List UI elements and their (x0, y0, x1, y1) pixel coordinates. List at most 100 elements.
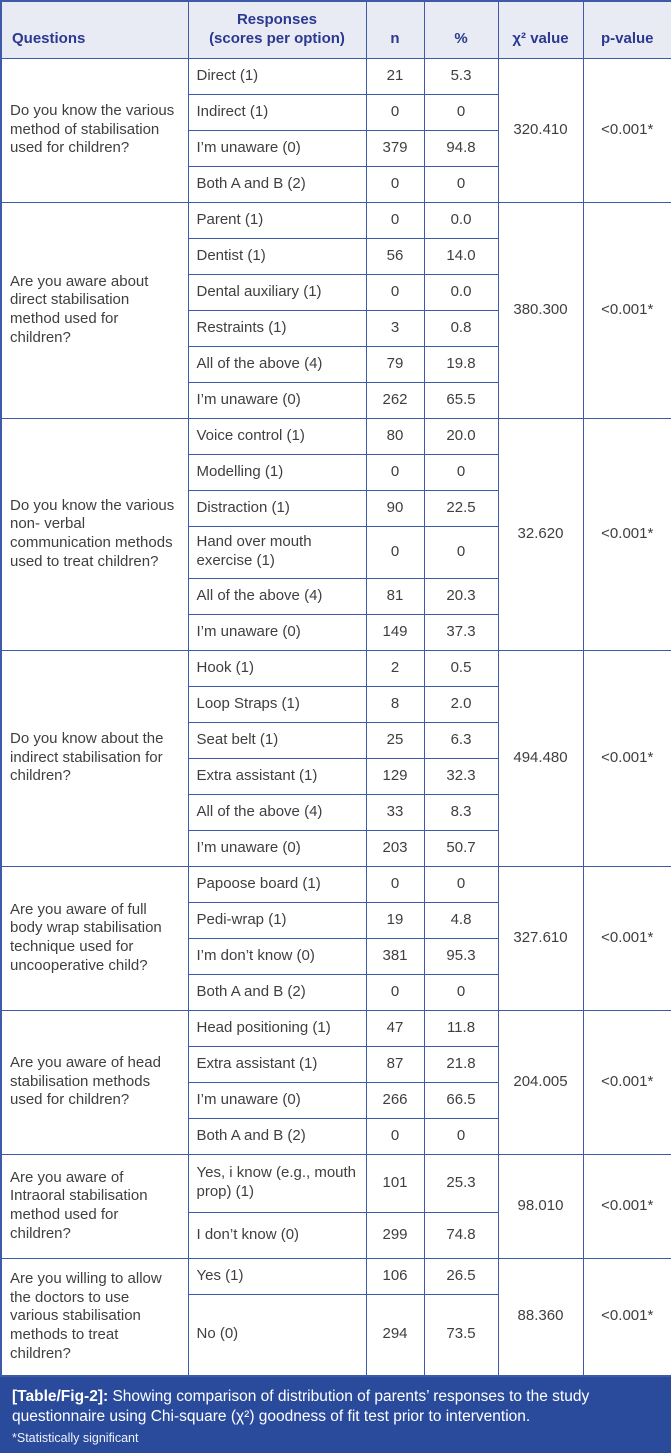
percent-cell: 0.0 (423, 273, 499, 311)
results-table: Questions Responses (scores per option) … (0, 0, 671, 1377)
caption-label: [Table/Fig-2]: (12, 1388, 109, 1405)
p-value-cell: <0.001* (582, 1009, 671, 1155)
percent-cell: 11.8 (423, 1009, 499, 1047)
n-cell: 0 (365, 1117, 425, 1155)
n-cell: 266 (365, 1081, 425, 1119)
chi-square-cell: 204.005 (497, 1009, 584, 1155)
response-cell: Yes, i know (e.g., mouth prop) (1) (187, 1153, 367, 1213)
response-cell: Distraction (1) (187, 489, 367, 527)
response-cell: Loop Straps (1) (187, 685, 367, 723)
header-responses: Responses (scores per option) (187, 0, 367, 59)
percent-cell: 20.0 (423, 417, 499, 455)
caption-bar: [Table/Fig-2]: Showing comparison of dis… (0, 1377, 671, 1453)
response-cell: Both A and B (2) (187, 165, 367, 203)
percent-cell: 22.5 (423, 489, 499, 527)
response-cell: Modelling (1) (187, 453, 367, 491)
percent-cell: 66.5 (423, 1081, 499, 1119)
percent-cell: 0.0 (423, 201, 499, 239)
n-cell: 106 (365, 1257, 425, 1295)
footnote: *Statistically significant (12, 1430, 139, 1445)
response-cell: All of the above (4) (187, 577, 367, 615)
n-cell: 90 (365, 489, 425, 527)
response-cell: Both A and B (2) (187, 1117, 367, 1155)
chi-square-cell: 327.610 (497, 865, 584, 1011)
percent-cell: 5.3 (423, 57, 499, 95)
response-cell: Pedi-wrap (1) (187, 901, 367, 939)
n-cell: 3 (365, 309, 425, 347)
n-cell: 8 (365, 685, 425, 723)
table-row: Dental auxiliary (1) 0 0.0 (1, 273, 671, 311)
table-row: Are you aware of head stabilisation meth… (0, 1009, 671, 1155)
percent-cell: 14.0 (423, 237, 499, 275)
chi-square-cell: 88.360 (497, 1257, 584, 1377)
table-row: I’m unaware (0) 379 94.8 (1, 129, 671, 167)
table-row: Are you aware of full body wrap stabilis… (0, 865, 671, 1011)
percent-cell: 74.8 (423, 1211, 499, 1259)
p-value-cell: <0.001* (582, 1257, 671, 1377)
p-value-cell: <0.001* (582, 1153, 671, 1259)
table-row: Loop Straps (1) 8 2.0 (1, 685, 671, 723)
response-cell: Dental auxiliary (1) (187, 273, 367, 311)
percent-cell: 0 (423, 865, 499, 903)
p-value-cell: <0.001* (582, 649, 671, 867)
p-value-cell: <0.001* (582, 201, 671, 419)
response-cell: Hand over mouth exercise (1) (187, 525, 367, 579)
percent-cell: 2.0 (423, 685, 499, 723)
question-cell: Are you aware of Intraoral stabilisation… (0, 1153, 189, 1259)
percent-cell: 0 (423, 165, 499, 203)
n-cell: 203 (365, 829, 425, 867)
n-cell: 129 (365, 757, 425, 795)
response-cell: Head positioning (1) (187, 1009, 367, 1047)
response-cell: Direct (1) (187, 57, 367, 95)
header-questions: Questions (0, 0, 189, 59)
table-row: Extra assistant (1) 87 21.8 (1, 1045, 671, 1083)
response-cell: Parent (1) (187, 201, 367, 239)
percent-cell: 94.8 (423, 129, 499, 167)
response-cell: I don’t know (0) (187, 1211, 367, 1259)
response-cell: Hook (1) (187, 649, 367, 687)
n-cell: 0 (365, 201, 425, 239)
percent-cell: 65.5 (423, 381, 499, 419)
table-row: Indirect (1) 0 0 (1, 93, 671, 131)
response-cell: I’m unaware (0) (187, 381, 367, 419)
percent-cell: 50.7 (423, 829, 499, 867)
response-cell: I’m don’t know (0) (187, 937, 367, 975)
chi-square-cell: 494.480 (497, 649, 584, 867)
percent-cell: 0 (423, 973, 499, 1011)
table-row: Do you know the various method of stabil… (0, 57, 671, 203)
percent-cell: 0 (423, 93, 499, 131)
n-cell: 81 (365, 577, 425, 615)
n-cell: 21 (365, 57, 425, 95)
caption-main: [Table/Fig-2]: Showing comparison of dis… (12, 1387, 659, 1428)
chi-square-cell: 320.410 (497, 57, 584, 203)
n-cell: 299 (365, 1211, 425, 1259)
percent-cell: 0 (423, 525, 499, 579)
table-row: I don’t know (0) 299 74.8 (1, 1211, 671, 1259)
table-row: I’m unaware (0) 266 66.5 (1, 1081, 671, 1119)
percent-cell: 0.8 (423, 309, 499, 347)
table-row: All of the above (4) 79 19.8 (1, 345, 671, 383)
response-cell: All of the above (4) (187, 793, 367, 831)
n-cell: 381 (365, 937, 425, 975)
response-cell: I’m unaware (0) (187, 129, 367, 167)
chi-square-cell: 32.620 (497, 417, 584, 651)
n-cell: 25 (365, 721, 425, 759)
header-percent: % (423, 0, 499, 59)
table-row: All of the above (4) 81 20.3 (1, 577, 671, 615)
table-header-row: Questions Responses (scores per option) … (0, 0, 671, 59)
percent-cell: 73.5 (423, 1293, 499, 1377)
response-cell: Indirect (1) (187, 93, 367, 131)
caption-text: Showing comparison of distribution of pa… (12, 1388, 590, 1426)
percent-cell: 32.3 (423, 757, 499, 795)
response-cell: Dentist (1) (187, 237, 367, 275)
response-cell: I’m unaware (0) (187, 613, 367, 651)
chi-square-cell: 98.010 (497, 1153, 584, 1259)
table-row: Are you aware about direct stabilisation… (0, 201, 671, 419)
percent-cell: 8.3 (423, 793, 499, 831)
response-cell: Papoose board (1) (187, 865, 367, 903)
percent-cell: 25.3 (423, 1153, 499, 1213)
response-cell: Voice control (1) (187, 417, 367, 455)
n-cell: 0 (365, 973, 425, 1011)
question-cell: Do you know about the indirect stabilisa… (0, 649, 189, 867)
response-cell: I’m unaware (0) (187, 829, 367, 867)
